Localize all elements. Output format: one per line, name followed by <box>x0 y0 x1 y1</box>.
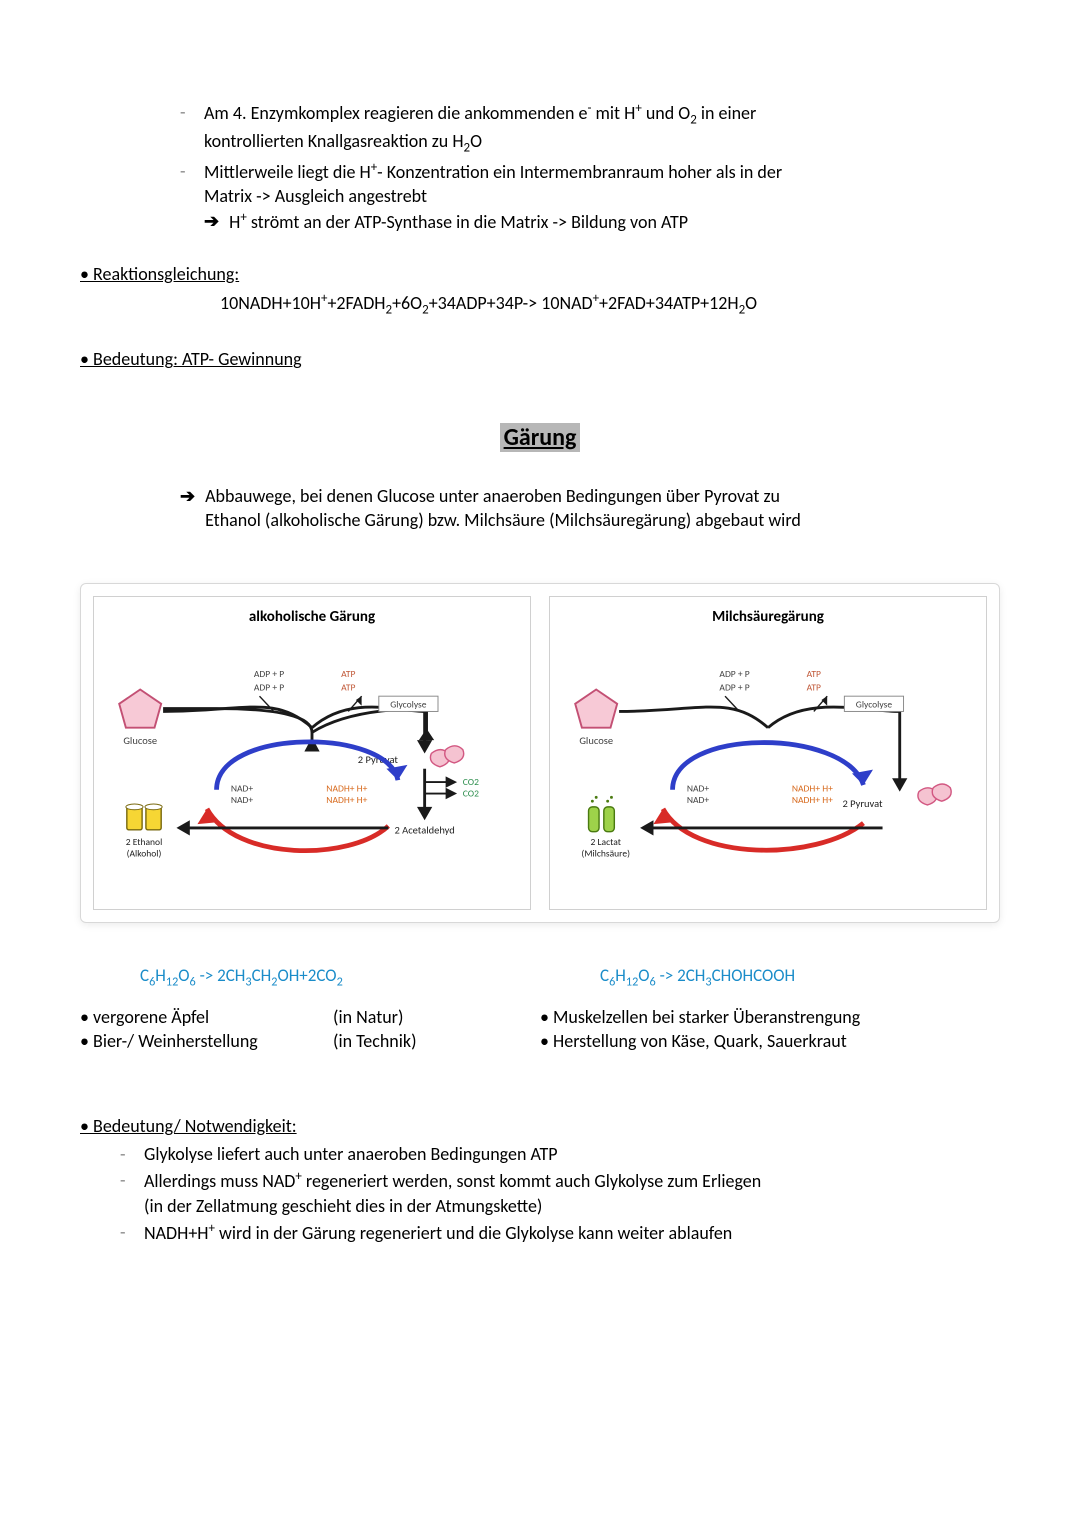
lactat-label2: (Milchsäure) <box>581 847 630 859</box>
dash-icon: - <box>180 159 204 234</box>
example-item: • Bier-/ Weinherstellung <box>80 1029 333 1053</box>
dash-icon: - <box>120 1220 144 1245</box>
list-item-text: NADH+H+ wird in der Gärung regeneriert u… <box>144 1220 1000 1245</box>
nad-label: NAD+ <box>231 783 254 795</box>
list-item-text: Mittlerweile liegt die H+- Konzentration… <box>204 159 1000 234</box>
example-context: (in Technik) <box>333 1029 540 1053</box>
glycolysis-label: Glycolyse <box>390 699 427 711</box>
list-item: - Glykolyse liefert auch unter anaeroben… <box>120 1142 1000 1166</box>
alcoholic-fermentation-diagram: Glucose ADP + P ADP + P ATP ATP <box>102 637 522 885</box>
ethanol-label2: (Alkohol) <box>127 847 162 859</box>
test-tube-icon <box>589 796 615 832</box>
pyruvat-icon <box>918 784 951 805</box>
document-page: - Am 4. Enzymkomplex reagieren die ankom… <box>0 0 1080 1307</box>
examples-row: • vergorene Äpfel • Bier-/ Weinherstellu… <box>80 1005 1000 1054</box>
adp-label: ADP + P <box>719 668 749 680</box>
section-title: Gärung <box>80 422 1000 454</box>
nad-label: NAD+ <box>231 794 254 806</box>
atp-label: ATP <box>807 668 821 680</box>
co2-label: CO2 <box>463 787 479 799</box>
example-context: (in Natur) <box>333 1005 540 1029</box>
ethanol-label: 2 Ethanol <box>126 836 163 848</box>
list-item-text: Am 4. Enzymkomplex reagieren die ankomme… <box>204 100 1000 157</box>
glucose-icon <box>119 689 161 727</box>
example-item: • vergorene Äpfel <box>80 1005 333 1029</box>
enzyme-complex-list: - Am 4. Enzymkomplex reagieren die ankom… <box>180 100 1000 234</box>
adp-label: ADP + P <box>254 668 284 680</box>
nadh-label: NADH+ H+ <box>792 783 833 795</box>
atp-label: ATP <box>341 668 355 680</box>
reaction-equation-heading: • Reaktionsgleichung: <box>80 262 1000 286</box>
alcoholic-fermentation-panel: alkoholische Gärung Glucose ADP + P ADP … <box>93 596 531 910</box>
lactate-formula: C6H12O6 -> 2CH3CHOHCOOH <box>600 965 795 986</box>
intro-paragraph: ➔ Abbauwege, bei denen Glucose unter ana… <box>180 484 1000 533</box>
list-item: - NADH+H+ wird in der Gärung regeneriert… <box>120 1220 1000 1245</box>
notwendigkeit-section: • Bedeutung/ Notwendigkeit: - Glykolyse … <box>80 1114 1000 1245</box>
pyruvat-icon <box>430 746 463 767</box>
arrow-right-icon: ➔ <box>180 484 195 533</box>
formula-row: C6H12O6 -> 2CH3CH2OH+2CO2 C6H12O6 -> 2CH… <box>80 963 1000 991</box>
list-item-text: Glykolyse liefert auch unter anaeroben B… <box>144 1142 1000 1166</box>
list-item: - Am 4. Enzymkomplex reagieren die ankom… <box>180 100 1000 157</box>
bedeutung-heading: • Bedeutung: ATP- Gewinnung <box>80 347 1000 371</box>
list-item-text: Allerdings muss NAD+ regeneriert werden,… <box>144 1168 1000 1218</box>
glucose-icon <box>575 689 617 727</box>
panel-title: Milchsäuregärung <box>558 607 978 627</box>
glucose-label: Glucose <box>123 734 157 747</box>
dash-icon: - <box>180 100 204 157</box>
nadh-label: NADH+ H+ <box>792 794 833 806</box>
co2-label: CO2 <box>463 776 479 788</box>
lactic-fermentation-panel: Milchsäuregärung Glucose ADP + P ADP + P… <box>549 596 987 910</box>
beer-icon <box>126 804 162 830</box>
lactic-fermentation-diagram: Glucose ADP + P ADP + P ATP ATP Glycolys… <box>558 637 978 885</box>
panel-title: alkoholische Gärung <box>102 607 522 627</box>
atp-label: ATP <box>807 681 821 693</box>
atp-label: ATP <box>341 681 355 693</box>
lactat-label: 2 Lactat <box>591 836 622 848</box>
nadh-label: NADH+ H+ <box>326 783 367 795</box>
example-item: • Herstellung von Käse, Quark, Sauerkrau… <box>540 1029 1000 1053</box>
arrow-right-icon: ➔ <box>204 209 219 234</box>
ethanol-formula: C6H12O6 -> 2CH3CH2OH+2CO2 <box>140 965 343 986</box>
glucose-label: Glucose <box>579 734 613 747</box>
example-item: • Muskelzellen bei starker Überanstrengu… <box>540 1005 1000 1029</box>
list-item: - Allerdings muss NAD+ regeneriert werde… <box>120 1168 1000 1218</box>
notwendigkeit-heading: • Bedeutung/ Notwendigkeit: <box>80 1114 1000 1138</box>
dash-icon: - <box>120 1168 144 1218</box>
reaction-equation: 10NADH+10H++2FADH2+6O2+34ADP+34P-> 10NAD… <box>220 290 1000 319</box>
glycolysis-label: Glycolyse <box>856 699 893 711</box>
acetaldehyd-label: 2 Acetaldehyd <box>394 824 454 837</box>
list-item: - Mittlerweile liegt die H+- Konzentrati… <box>180 159 1000 234</box>
pyruvat-label: 2 Pyruvat <box>842 797 883 810</box>
adp-label: ADP + P <box>254 681 284 693</box>
fermentation-diagram-container: alkoholische Gärung Glucose ADP + P ADP … <box>80 583 1000 923</box>
nad-label: NAD+ <box>687 783 710 795</box>
dash-icon: - <box>120 1142 144 1166</box>
nadh-label: NADH+ H+ <box>326 794 367 806</box>
nad-label: NAD+ <box>687 794 710 806</box>
adp-label: ADP + P <box>719 681 749 693</box>
